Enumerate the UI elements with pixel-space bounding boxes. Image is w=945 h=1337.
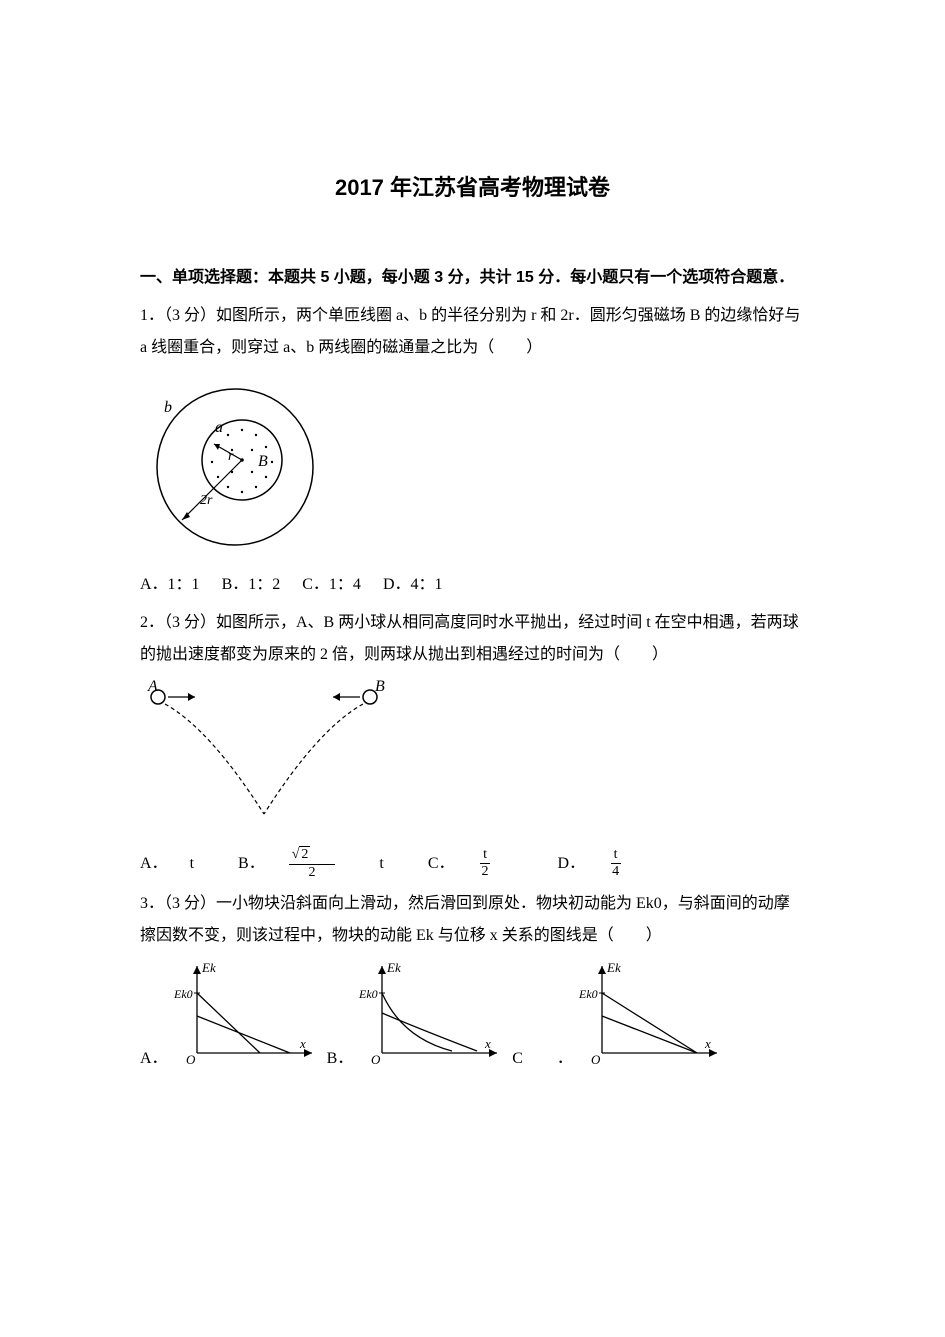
label-a: a <box>215 419 223 436</box>
label-b: b <box>164 399 172 416</box>
q3-optB-label: B． <box>327 1044 354 1068</box>
q3-graphs: A． Ek Ek0 x O B． <box>140 958 805 1068</box>
q3-graph-a: Ek Ek0 x O <box>172 958 317 1068</box>
label-A: A <box>147 679 158 695</box>
q1-figure: b a r 2r B <box>140 372 805 557</box>
q2-figure: A B <box>140 679 805 834</box>
svg-text:Ek0: Ek0 <box>578 987 598 1001</box>
svg-text:Ek: Ek <box>201 960 216 975</box>
question-3: 3．（3 分）一小物块沿斜面向上滑动，然后滑回到原处．物块初动能为 Ek0，与斜… <box>140 888 805 952</box>
label-B: B <box>375 679 385 695</box>
q2-optB: B． √2 2 t <box>238 846 406 882</box>
q2-options: A．t B． √2 2 t C． t 2 D． t 4 <box>140 846 805 882</box>
q2-optD: D． t 4 <box>558 847 667 882</box>
svg-text:O: O <box>591 1052 601 1067</box>
label-2r: 2r <box>200 493 213 508</box>
q2-optC: C． t 2 <box>428 847 536 882</box>
section-header: 一、单项选择题：本题共 5 小题，每小题 3 分，共计 15 分．每小题只有一个… <box>140 262 805 294</box>
q1-optD: D．4：1 <box>383 569 443 601</box>
question-2: 2．（3 分）如图所示，A、B 两小球从相同高度同时水平抛出，经过时间 t 在空… <box>140 607 805 671</box>
svg-text:Ek: Ek <box>606 960 621 975</box>
svg-text:Ek0: Ek0 <box>173 987 193 1001</box>
svg-text:Ek: Ek <box>386 960 401 975</box>
svg-text:Ek0: Ek0 <box>358 987 378 1001</box>
question-1: 1．（3 分）如图所示，两个单匝线圈 a、b 的半径分别为 r 和 2r．圆形匀… <box>140 300 805 364</box>
svg-text:x: x <box>484 1036 491 1051</box>
q1-optA: A．1：1 <box>140 569 200 601</box>
q3-optC-label: C <box>512 1050 523 1068</box>
svg-text:O: O <box>186 1052 196 1067</box>
q3-graph-c: Ek Ek0 x O <box>577 958 722 1068</box>
q3-optA-label: A． <box>140 1044 168 1068</box>
svg-text:x: x <box>299 1036 306 1051</box>
q2-optA: A．t <box>140 848 216 880</box>
q3-dot: ． <box>557 1044 573 1068</box>
label-r: r <box>228 449 234 464</box>
q3-graph-b: Ek Ek0 x O <box>357 958 502 1068</box>
q1-optC: C．1：4 <box>302 569 361 601</box>
page-title: 2017 年江苏省高考物理试卷 <box>140 170 805 202</box>
q1-options: A．1：1 B．1：2 C．1：4 D．4：1 <box>140 569 805 601</box>
label-B: B <box>258 453 268 470</box>
svg-text:x: x <box>704 1036 711 1051</box>
q1-optB: B．1：2 <box>222 569 281 601</box>
svg-text:O: O <box>371 1052 381 1067</box>
